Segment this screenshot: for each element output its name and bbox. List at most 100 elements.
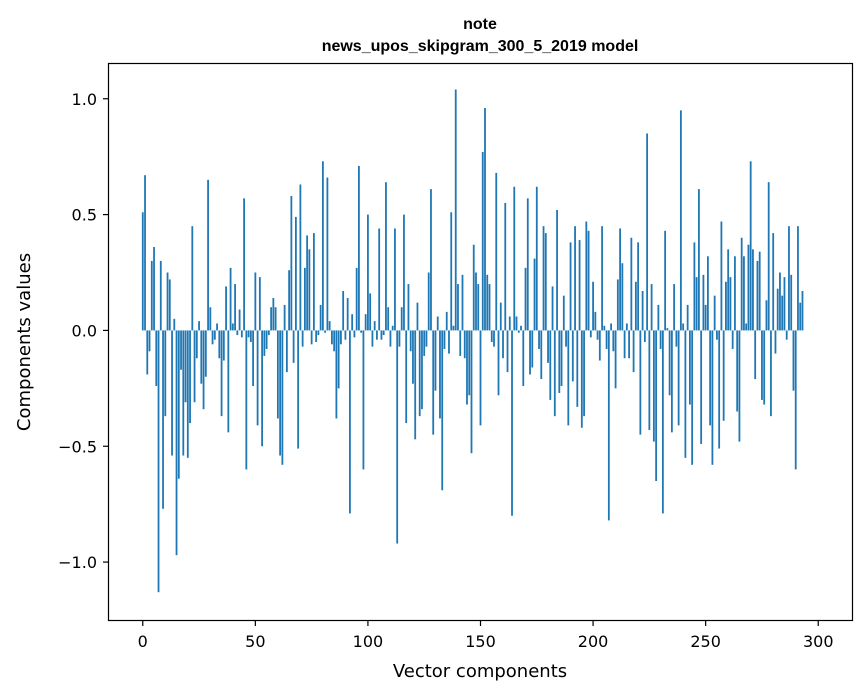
x-tick-label: 250 [690,632,721,651]
bar [222,330,225,361]
bar [797,226,799,331]
bar [281,330,284,465]
bar [229,267,232,331]
bar [632,330,635,373]
bar [450,212,453,331]
bar [252,330,254,387]
bar [535,186,538,331]
bar [666,328,669,331]
bar [513,186,516,331]
bar [274,307,277,331]
bar [529,330,531,375]
bar [358,165,360,331]
y-tick-label: 0.5 [72,206,97,225]
bar [643,330,646,342]
bar [634,281,637,331]
bar [173,318,176,331]
bar [240,330,243,338]
bar [788,226,790,331]
bar [146,330,149,375]
bar [218,330,221,359]
bar [758,251,761,331]
bar [144,175,146,331]
bar [558,330,561,393]
bar [243,198,245,331]
bar [200,330,203,384]
bar [565,330,567,347]
bar [734,256,736,331]
bar [195,330,198,359]
bar [725,281,727,331]
bar [306,235,309,331]
bar [540,330,543,380]
bar [738,330,741,442]
bar [675,330,678,347]
bar [263,330,266,356]
bar [380,330,383,340]
bar [376,330,378,340]
bar [551,286,554,331]
bar [423,330,426,356]
bar [612,330,615,352]
bar [387,307,390,331]
bar [261,330,263,447]
bar [652,330,655,442]
bar [506,330,509,373]
bar [337,330,340,389]
bar [319,304,322,331]
bar [211,330,214,345]
bar [625,323,628,331]
bar [616,279,619,331]
bar [700,330,703,444]
bar [544,233,547,331]
bar [405,330,408,424]
bar [436,316,439,331]
x-axis-ticks: 0 50 100 150 200 250 300 [138,620,834,651]
bar [698,189,700,331]
bar [299,184,302,331]
bar [191,226,194,331]
bar [335,330,338,419]
bar [740,237,743,331]
bar [785,330,788,340]
bar [664,230,667,331]
bar [495,172,498,331]
bar [488,284,491,331]
bar [630,237,633,331]
bar [670,330,673,433]
bar [517,330,520,333]
bar [508,316,511,331]
bar [520,325,522,331]
bar [193,330,196,403]
bar [182,330,185,456]
bar [623,330,626,359]
bar [301,330,304,347]
bar [569,242,572,331]
bar [479,330,482,426]
bar [747,244,750,331]
bar [398,330,401,347]
bar [547,330,549,363]
bar [524,267,527,331]
bar [238,309,241,331]
bar [344,330,347,340]
y-tick-label: −1.0 [58,553,97,572]
bar [434,330,437,391]
bar [364,314,367,331]
bar [538,330,540,349]
bar [763,330,766,405]
bar [718,330,721,449]
bar [267,330,270,336]
bar [247,330,250,338]
bar [294,216,297,331]
bar [605,330,608,349]
bar [371,330,374,347]
bar [202,330,205,410]
bar [382,330,385,336]
bar [256,330,259,426]
bar [765,300,768,331]
bar [331,330,333,345]
bar [603,325,606,331]
bar [216,323,218,331]
bar [682,323,685,331]
